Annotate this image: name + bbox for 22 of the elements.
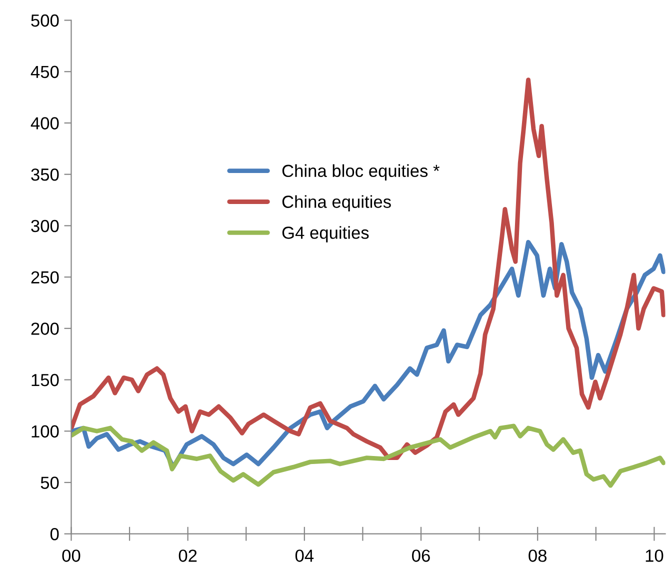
y-tick-label: 500 [31,14,59,27]
y-tick-label: 0 [50,528,59,540]
y-tick-label: 200 [31,322,59,335]
x-tick-label: 10 [646,550,664,562]
legend-label: China bloc equities * [282,164,440,180]
x-tick-label: 04 [295,550,314,562]
x-tick-label: 06 [412,550,430,562]
y-tick-label: 350 [31,168,59,181]
y-tick-label: 450 [30,66,59,78]
legend-label: China equities [282,195,391,212]
legend-label: G4 equities [282,226,369,242]
x-tick-label: 02 [178,550,197,562]
y-tick-label: 400 [30,117,59,130]
y-tick-label: 50 [40,476,59,489]
y-tick-label: 100 [32,425,59,438]
line-series [71,424,666,488]
y-tick-label: 250 [31,271,59,284]
y-tick-label: 300 [31,220,59,232]
line-series [71,78,666,460]
y-tick-label: 150 [32,374,59,386]
x-tick-label: 08 [528,550,547,562]
x-tick-label: 00 [62,550,80,562]
